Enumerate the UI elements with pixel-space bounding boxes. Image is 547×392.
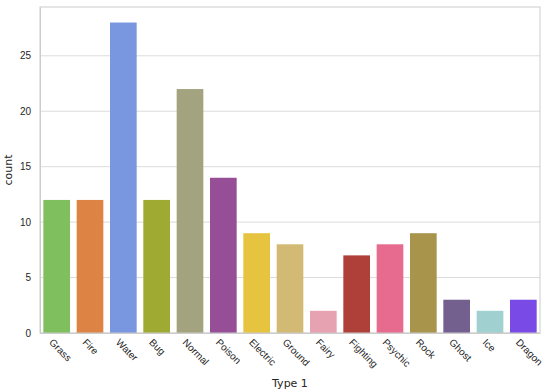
frame	[40, 7, 540, 333]
x-tick-label: Water	[114, 337, 141, 364]
x-tick-label: Dragon	[514, 337, 545, 368]
x-tick-label: Fighting	[347, 337, 380, 370]
bar	[77, 200, 104, 333]
y-tick-label: 10	[20, 217, 32, 228]
x-tick-label: Fairy	[314, 337, 338, 361]
y-tick: 15	[20, 161, 40, 172]
bar	[343, 255, 370, 333]
x-tick-label: Psychic	[380, 337, 412, 369]
bar	[177, 89, 204, 333]
bar	[277, 244, 304, 333]
x-tick-label: Poison	[214, 337, 243, 366]
y-tick-label: 25	[20, 50, 32, 61]
bar	[377, 244, 404, 333]
x-tick-label: Fire	[80, 337, 100, 357]
y-tick: 5	[25, 272, 40, 283]
x-tick: Rock	[414, 333, 439, 361]
x-tick: Electric	[247, 333, 278, 368]
x-tick: Fire	[80, 333, 100, 357]
x-tick: Grass	[47, 333, 74, 363]
x-axis-line	[41, 333, 541, 334]
bar	[477, 311, 504, 333]
x-tick: Fairy	[314, 333, 338, 360]
y-tick: 10	[20, 217, 40, 228]
bar	[210, 178, 237, 333]
x-tick: Fighting	[347, 333, 380, 370]
x-tick: Bug	[147, 333, 167, 357]
x-tick: Water	[114, 333, 141, 364]
bar	[110, 23, 137, 333]
x-tick: Psychic	[380, 333, 412, 369]
x-tick-label: Ice	[480, 337, 498, 355]
y-tick-label: 5	[25, 272, 31, 283]
x-tick: Ground	[280, 333, 311, 368]
y-tick: 0	[25, 328, 40, 339]
x-tick-label: Grass	[47, 337, 74, 364]
x-tick: Poison	[214, 333, 243, 366]
x-tick-label: Ghost	[447, 337, 474, 364]
y-tick-label: 0	[25, 328, 31, 339]
bar	[410, 233, 437, 333]
y-tick-label: 20	[20, 106, 32, 117]
x-tick-label: Bug	[147, 337, 167, 357]
x-tick: Ghost	[447, 333, 474, 364]
plot: 0 5 10 15 20 25 Grass Fire Water Bug NormalPoisonE…	[20, 7, 545, 370]
y-tick: 20	[20, 106, 40, 117]
bar	[243, 233, 270, 333]
x-tick: Normal	[180, 333, 211, 367]
y-tick-label: 15	[20, 161, 32, 172]
x-tick-label: Normal	[180, 337, 211, 368]
bar	[143, 200, 170, 333]
y-axis-line	[40, 8, 41, 334]
x-axis: Grass Fire Water Bug NormalPoisonElectricGro…	[41, 333, 545, 370]
bar	[443, 300, 470, 333]
x-axis-title: Type 1	[271, 377, 308, 390]
x-tick-label: Rock	[414, 337, 439, 362]
y-axis: 0 5 10 15 20 25	[20, 8, 41, 339]
y-tick: 25	[20, 50, 40, 61]
bar	[43, 200, 70, 333]
x-tick: Ice	[480, 333, 498, 354]
x-tick-label: Electric	[247, 337, 278, 368]
x-tick: Dragon	[514, 333, 545, 368]
bar	[310, 311, 337, 333]
y-axis-title: count	[2, 154, 15, 186]
x-tick-label: Ground	[280, 337, 311, 368]
bar	[510, 300, 537, 333]
bars	[43, 23, 536, 333]
chart: 0 5 10 15 20 25 Grass Fire Water Bug NormalPoisonE…	[0, 0, 547, 392]
